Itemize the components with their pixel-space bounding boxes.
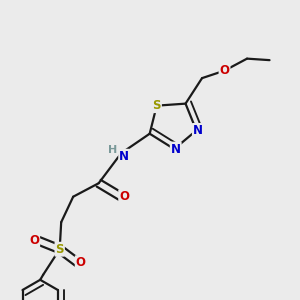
- Text: N: N: [119, 150, 129, 163]
- Text: H: H: [108, 145, 117, 155]
- Text: N: N: [171, 142, 181, 155]
- Text: O: O: [29, 234, 39, 247]
- Text: S: S: [152, 99, 161, 112]
- Text: S: S: [56, 243, 64, 256]
- Text: O: O: [119, 190, 129, 203]
- Text: N: N: [193, 124, 203, 137]
- Text: O: O: [220, 64, 230, 77]
- Text: O: O: [76, 256, 86, 269]
